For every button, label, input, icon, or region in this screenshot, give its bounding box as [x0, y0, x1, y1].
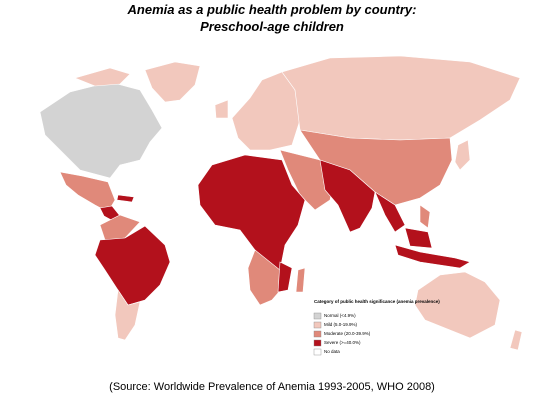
region [277, 261, 293, 293]
region [281, 55, 521, 141]
legend-swatch [313, 339, 322, 347]
legend-label: No data [324, 349, 340, 354]
region [59, 171, 116, 213]
region [197, 154, 306, 276]
region [99, 214, 141, 241]
region [394, 244, 471, 269]
region [74, 67, 131, 87]
region [144, 61, 201, 103]
region [231, 71, 301, 151]
region [419, 204, 431, 229]
legend-swatch [313, 330, 322, 338]
legend-label: Severe (>=40.0%) [324, 340, 361, 345]
title-line: Anemia as a public health problem by cou… [127, 2, 417, 17]
region [319, 159, 376, 233]
legend-swatch [313, 312, 322, 320]
region [94, 225, 171, 306]
legend-swatch [313, 348, 322, 356]
region [404, 227, 433, 249]
region [295, 267, 306, 293]
region [374, 191, 406, 233]
region [414, 271, 501, 339]
title-line: Preschool-age children [200, 19, 344, 34]
legend-label: Mild (5.0-19.9%) [324, 322, 358, 327]
region [509, 329, 523, 351]
legend-swatch [313, 321, 322, 329]
legend-label: Moderate (20.0-39.9%) [324, 331, 371, 336]
source-note: (Source: Worldwide Prevalence of Anemia … [109, 381, 435, 393]
region [114, 289, 141, 341]
region [39, 81, 163, 179]
legend-title: Category of public health significance (… [314, 299, 440, 304]
world-map [39, 55, 523, 351]
region [454, 139, 471, 171]
legend-label: Normal (<4.9%) [324, 313, 356, 318]
region [116, 194, 135, 203]
legend: Category of public health significance (… [313, 299, 440, 356]
region [214, 99, 229, 119]
